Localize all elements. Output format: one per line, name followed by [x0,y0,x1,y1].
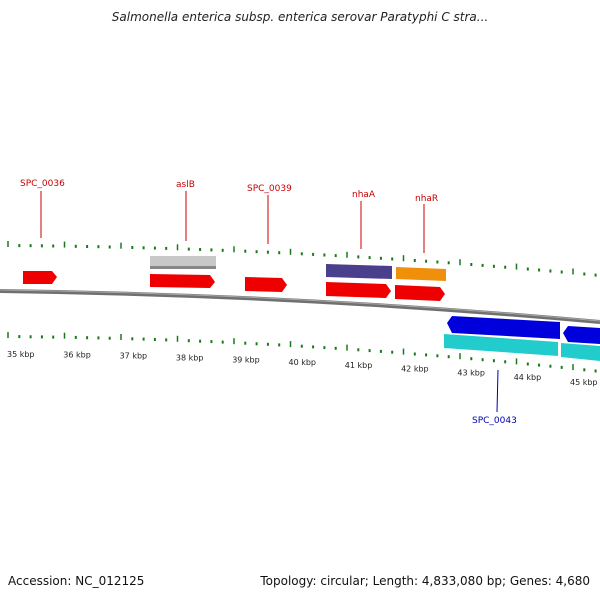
track-purple-nhaa [326,264,392,279]
gene-spc-0043[interactable] [447,316,560,339]
gene-nhaa[interactable] [326,282,391,298]
kbp-label: 40 kbp [289,358,317,367]
gene-label-spc-0036[interactable]: SPC_0036 [20,179,65,189]
kbp-scale: 35 kbp 36 kbp 37 kbp 38 kbp 39 kbp 40 kbp 41 k… [7,350,598,387]
genome-summary: Topology: circular; Length: 4,833,080 bp… [260,574,590,588]
kbp-label: 36 kbp [63,351,91,360]
kbp-label: 38 kbp [176,353,204,362]
label-leaders [40,191,499,413]
track-grey-aslb [150,256,216,269]
map-title: Salmonella enterica subsp. enterica sero… [111,10,489,24]
track-cyan [444,334,558,356]
kbp-label: 43 kbp [457,369,485,378]
gene-label-nhar[interactable]: nhaR [415,194,438,204]
kbp-label: 35 kbp [7,350,35,359]
accession-text: Accession: NC_012125 [8,574,145,588]
kbp-label: 42 kbp [401,365,429,374]
kbp-label: 44 kbp [514,373,542,382]
gene-label-spc-0043[interactable]: SPC_0043 [472,416,517,426]
kbp-label: 37 kbp [120,352,148,361]
gene-label-aslb[interactable]: aslB [176,180,195,190]
gene-spc-0036[interactable] [23,271,57,284]
gene-nhar[interactable] [395,285,445,301]
track-orange-nhar [396,267,446,281]
tick-row-bottom [7,332,597,373]
kbp-label: 39 kbp [232,355,260,364]
gene-label-spc-0039[interactable]: SPC_0039 [247,184,292,194]
genome-backbone [0,289,600,324]
tick-row-top [7,241,597,277]
gene-label-nhaa[interactable]: nhaA [352,190,376,200]
forward-genes [23,271,445,301]
kbp-label: 45 kbp [570,378,598,387]
gene-aslb[interactable] [150,274,215,288]
gene-spc-0038[interactable] [245,277,287,292]
kbp-label: 41 kbp [345,361,373,370]
gene-spc-0044[interactable] [563,326,600,344]
